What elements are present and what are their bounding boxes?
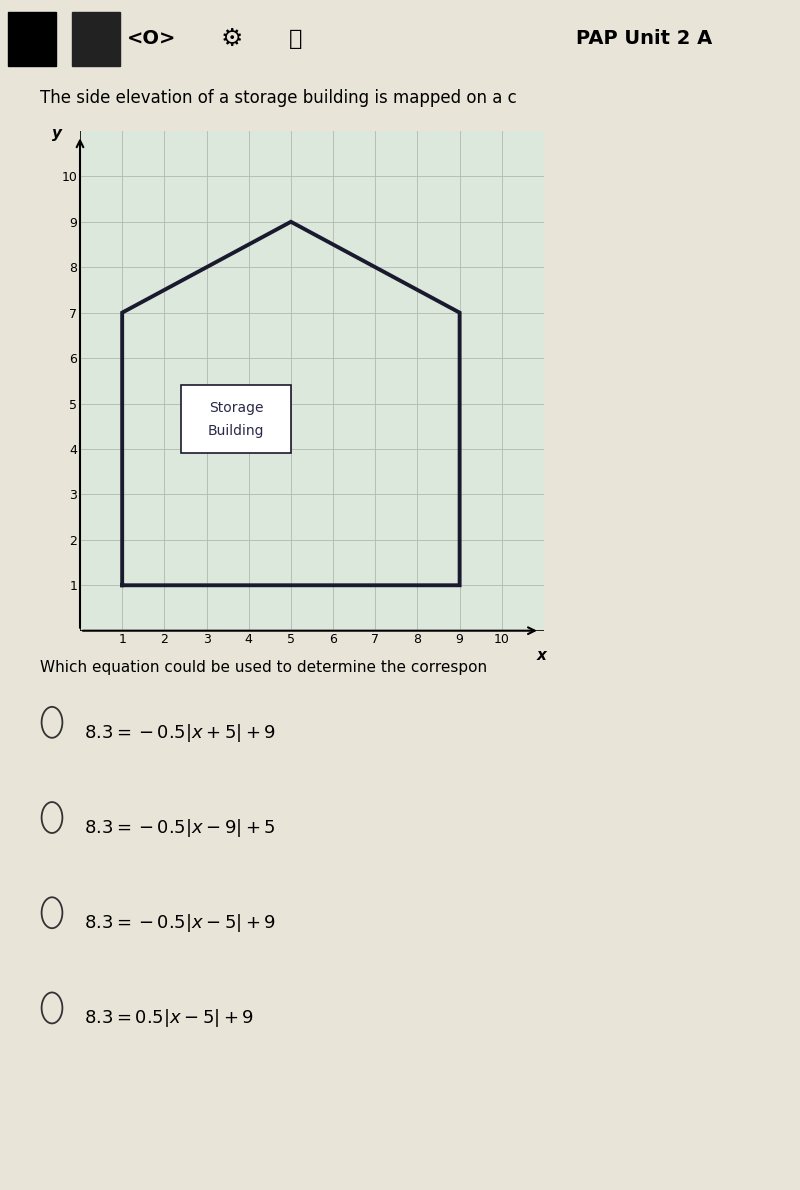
Text: $8.3 = -0.5|x - 5| + 9$: $8.3 = -0.5|x - 5| + 9$ [84, 913, 276, 934]
Text: Which equation could be used to determine the correspon: Which equation could be used to determin… [40, 660, 487, 676]
Text: ⚙: ⚙ [221, 26, 243, 51]
Text: PAP Unit 2 A: PAP Unit 2 A [576, 30, 712, 48]
Text: <O>: <O> [127, 30, 177, 48]
Text: Building: Building [208, 424, 264, 438]
Bar [8, 12, 56, 65]
Text: Storage: Storage [209, 401, 263, 415]
Text: x: x [537, 649, 547, 663]
Text: The side elevation of a storage building is mapped on a c: The side elevation of a storage building… [40, 89, 517, 107]
Bar [182, 386, 291, 453]
Bar [72, 12, 120, 65]
Text: ⤢: ⤢ [290, 29, 302, 49]
Text: $8.3 = -0.5|x + 5| + 9$: $8.3 = -0.5|x + 5| + 9$ [84, 722, 276, 744]
Text: $8.3 = 0.5|x - 5| + 9$: $8.3 = 0.5|x - 5| + 9$ [84, 1008, 254, 1029]
Text: y: y [52, 126, 62, 140]
Text: $8.3 = -0.5|x - 9| + 5$: $8.3 = -0.5|x - 9| + 5$ [84, 818, 276, 839]
